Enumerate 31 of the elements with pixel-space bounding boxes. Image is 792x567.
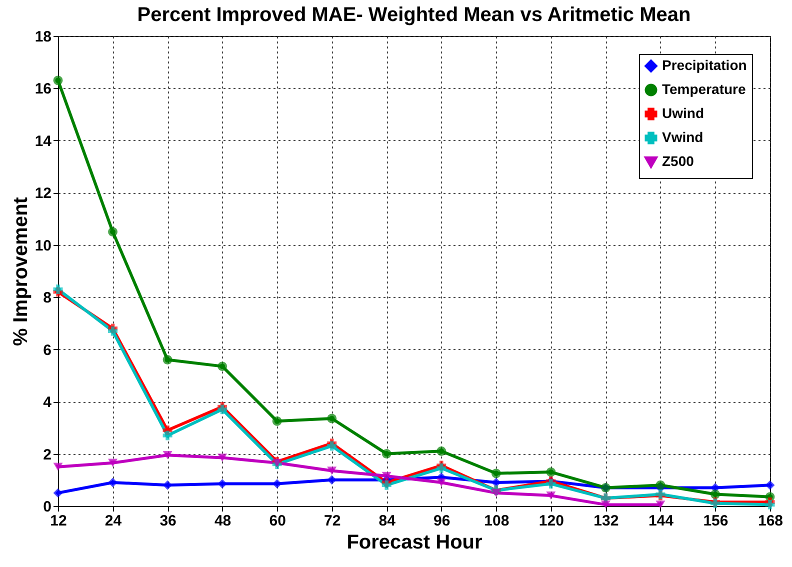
x-tick-label: 144: [648, 512, 674, 530]
y-tick-label: 4: [43, 394, 52, 412]
y-tick-label: 14: [34, 132, 52, 150]
x-tick-label: 48: [214, 512, 232, 530]
x-tick-label: 84: [378, 512, 396, 530]
x-tick-label: 156: [703, 512, 728, 530]
x-tick-label: 132: [594, 512, 619, 530]
x-tick-label: 168: [758, 512, 784, 530]
y-tick-label: 10: [34, 237, 52, 254]
legend-label: Vwind: [662, 129, 704, 145]
legend-label: Z500: [662, 153, 694, 169]
x-tick-label: 60: [269, 512, 286, 530]
x-tick-label: 96: [434, 512, 450, 530]
legend-label: Uwind: [662, 105, 704, 121]
legend-label: Precipitation: [662, 57, 747, 73]
y-tick-label: 0: [43, 498, 52, 516]
x-tick-label: 120: [538, 512, 564, 530]
x-tick-label: 24: [104, 512, 122, 530]
y-tick-label: 16: [34, 80, 52, 98]
x-tick-label: 108: [484, 512, 510, 530]
y-tick-label: 12: [34, 185, 52, 202]
y-tick-label: 6: [43, 342, 52, 359]
x-axis-title: Forecast Hour: [346, 532, 483, 554]
y-axis-title: % Improvement: [10, 196, 32, 346]
y-tick-label: 8: [43, 290, 52, 307]
x-tick-label: 36: [160, 512, 176, 530]
legend-label: Temperature: [662, 81, 746, 97]
y-tick-label: 2: [43, 446, 52, 464]
x-tick-label: 72: [324, 512, 341, 530]
y-tick-label: 18: [34, 28, 52, 46]
chart-title: Percent Improved MAE- Weighted Mean vs Aritmetic Mean: [137, 4, 691, 26]
